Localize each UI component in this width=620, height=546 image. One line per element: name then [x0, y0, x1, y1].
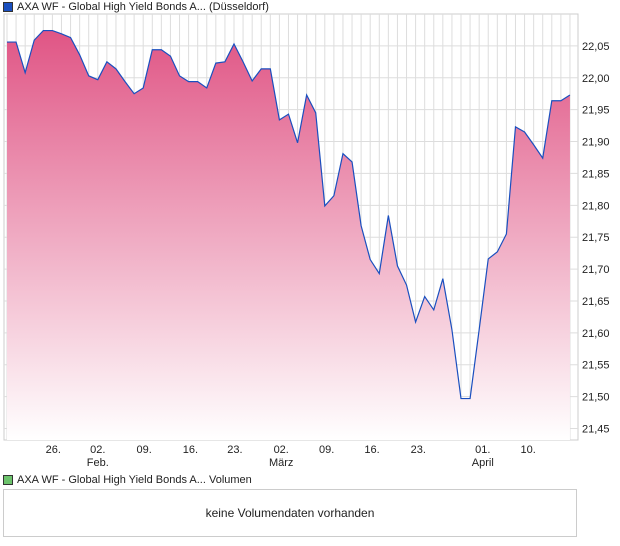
x-tick-label: 09.: [319, 444, 334, 456]
y-tick-label: 22,05: [582, 41, 610, 53]
y-tick-label: 21,65: [582, 296, 610, 308]
volume-legend-label: AXA WF - Global High Yield Bonds A... Vo…: [17, 474, 252, 486]
y-tick-label: 21,75: [582, 232, 610, 244]
x-tick-label: 23.: [411, 444, 426, 456]
x-tick-label: 23.: [227, 444, 242, 456]
x-tick-label: 16.: [183, 444, 198, 456]
y-tick-label: 21,95: [582, 105, 610, 117]
y-tick-label: 21,55: [582, 360, 610, 372]
volume-legend-swatch: [3, 475, 13, 485]
x-tick-label: 02.: [274, 444, 289, 456]
volume-panel: keine Volumendaten vorhanden: [3, 489, 577, 537]
y-tick-label: 21,50: [582, 392, 610, 404]
x-tick-label: 26.: [46, 444, 61, 456]
volume-legend: AXA WF - Global High Yield Bonds A... Vo…: [3, 474, 252, 486]
y-tick-label: 21,80: [582, 200, 610, 212]
y-tick-label: 21,70: [582, 264, 610, 276]
x-tick-label: 10.: [521, 444, 536, 456]
x-tick-label: 16.: [364, 444, 379, 456]
y-tick-label: 22,00: [582, 73, 610, 85]
x-tick-label: 09.: [136, 444, 151, 456]
price-line: [7, 29, 571, 400]
x-tick-label: 01.: [475, 444, 490, 456]
price-chart: 22,05 22,00 21,95 21,90 21,85 21,80 21,75 21,70…: [3, 13, 610, 469]
price-legend-swatch: [3, 2, 13, 12]
x-tick-month: Feb.: [87, 457, 109, 469]
y-tick-label: 21,90: [582, 137, 610, 149]
x-tick-month: April: [472, 457, 494, 469]
x-tick-label: 02.: [90, 444, 105, 456]
y-tick-label: 21,85: [582, 168, 610, 180]
price-area: [7, 30, 570, 440]
price-legend-label: AXA WF - Global High Yield Bonds A... (D…: [17, 1, 269, 13]
price-legend: AXA WF - Global High Yield Bonds A... (D…: [3, 1, 269, 13]
x-tick-month: März: [269, 457, 293, 469]
y-tick-label: 21,60: [582, 328, 610, 340]
y-tick-label: 21,45: [582, 424, 610, 436]
volume-message: keine Volumendaten vorhanden: [205, 506, 375, 520]
